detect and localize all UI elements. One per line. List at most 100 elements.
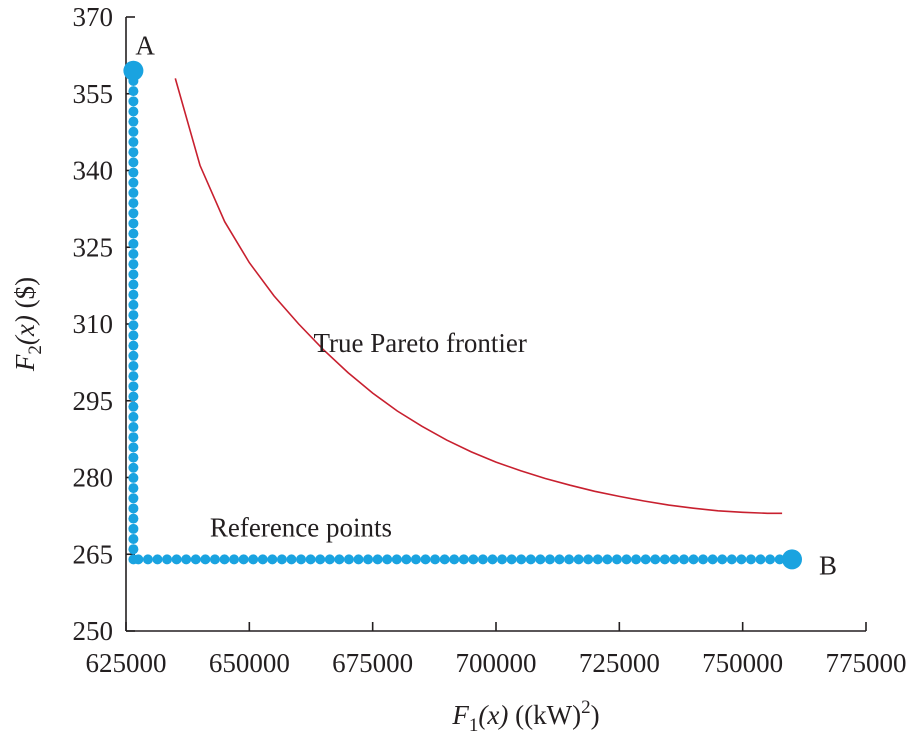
reference-point xyxy=(128,208,139,219)
reference-point xyxy=(564,554,575,565)
reference-point xyxy=(583,554,594,565)
reference-point xyxy=(468,554,479,565)
endpoint-marker-a xyxy=(123,60,144,81)
y-tick-label: 310 xyxy=(73,309,114,339)
reference-point xyxy=(128,452,139,463)
x-axis-title-main: F xyxy=(451,700,469,730)
x-ticks: 625000 650000 675000 700000 725000 750000 7750… xyxy=(86,622,907,678)
reference-point xyxy=(736,554,747,565)
reference-point xyxy=(353,554,364,565)
reference-point xyxy=(128,462,139,473)
reference-point xyxy=(611,554,622,565)
y-tick-label: 295 xyxy=(73,386,114,416)
reference-point xyxy=(276,554,287,565)
x-tick-label: 675000 xyxy=(332,648,413,678)
reference-point xyxy=(128,248,139,259)
reference-point xyxy=(128,371,139,382)
reference-point xyxy=(171,554,182,565)
reference-point xyxy=(257,554,268,565)
reference-point xyxy=(128,238,139,249)
y-axis-title: F2(x) ($) xyxy=(10,277,46,372)
y-axis-title-arg: (x) xyxy=(10,315,40,345)
reference-point xyxy=(343,554,354,565)
y-tick-label: 325 xyxy=(73,232,114,262)
reference-point xyxy=(592,554,603,565)
reference-point xyxy=(487,554,498,565)
endpoint-label-a: A xyxy=(135,31,155,61)
reference-point xyxy=(128,401,139,412)
reference-point xyxy=(128,330,139,341)
y-tick-label: 280 xyxy=(73,463,114,493)
reference-point xyxy=(506,554,517,565)
reference-points-annotation: Reference points xyxy=(210,512,392,542)
reference-point xyxy=(128,391,139,402)
reference-point xyxy=(128,177,139,188)
endpoint-marker-b xyxy=(782,549,802,570)
reference-point xyxy=(669,554,680,565)
reference-point xyxy=(726,554,737,565)
reference-point xyxy=(659,554,670,565)
reference-point xyxy=(286,554,297,565)
endpoint-label-b: B xyxy=(819,550,837,580)
reference-point xyxy=(128,147,139,158)
reference-point xyxy=(128,167,139,178)
x-axis-title-arg: (x) xyxy=(478,700,508,730)
reference-point xyxy=(497,554,508,565)
reference-point xyxy=(200,554,211,565)
reference-point xyxy=(755,554,766,565)
y-ticks: 250 265 280 295 310 325 340 355 370 xyxy=(73,2,135,646)
reference-point xyxy=(128,442,139,453)
reference-point xyxy=(128,218,139,229)
reference-point xyxy=(267,554,278,565)
reference-point xyxy=(128,126,139,137)
reference-point xyxy=(128,381,139,392)
y-axis-title-unit: ($) xyxy=(10,277,40,315)
x-axis-title-sup: 2 xyxy=(581,697,591,718)
reference-point xyxy=(420,554,431,565)
series-layer xyxy=(123,60,802,570)
x-tick-label: 775000 xyxy=(826,648,907,678)
reference-point xyxy=(650,554,661,565)
reference-point xyxy=(382,554,393,565)
reference-point xyxy=(334,554,345,565)
reference-point xyxy=(678,554,689,565)
reference-point xyxy=(128,137,139,148)
x-axis-title: F1(x) ((kW)2) xyxy=(451,697,599,736)
reference-point xyxy=(209,554,220,565)
reference-point xyxy=(128,320,139,331)
reference-point xyxy=(128,534,139,545)
reference-point xyxy=(765,554,776,565)
reference-point xyxy=(128,96,139,107)
reference-point xyxy=(324,554,335,565)
reference-point xyxy=(315,554,326,565)
reference-point xyxy=(128,544,139,555)
reference-point xyxy=(410,554,421,565)
reference-point xyxy=(128,279,139,290)
reference-point xyxy=(305,554,316,565)
reference-point xyxy=(128,360,139,371)
reference-point xyxy=(439,554,450,565)
reference-point xyxy=(128,299,139,310)
reference-point xyxy=(219,554,230,565)
reference-point xyxy=(391,554,402,565)
reference-point xyxy=(128,432,139,443)
y-tick-label: 265 xyxy=(73,539,114,569)
reference-point xyxy=(477,554,488,565)
reference-point xyxy=(128,116,139,127)
reference-point xyxy=(128,350,139,361)
x-tick-label: 725000 xyxy=(579,648,660,678)
x-tick-label: 650000 xyxy=(209,648,290,678)
reference-point xyxy=(128,411,139,422)
reference-point xyxy=(535,554,546,565)
y-axis-title-sub: 2 xyxy=(25,345,46,355)
reference-point xyxy=(363,554,374,565)
reference-point xyxy=(128,228,139,239)
reference-point xyxy=(181,554,192,565)
reference-point xyxy=(152,554,163,565)
reference-point xyxy=(707,554,718,565)
reference-point xyxy=(128,86,139,97)
x-tick-label: 750000 xyxy=(702,648,783,678)
reference-point xyxy=(133,554,144,565)
reference-point xyxy=(229,554,240,565)
